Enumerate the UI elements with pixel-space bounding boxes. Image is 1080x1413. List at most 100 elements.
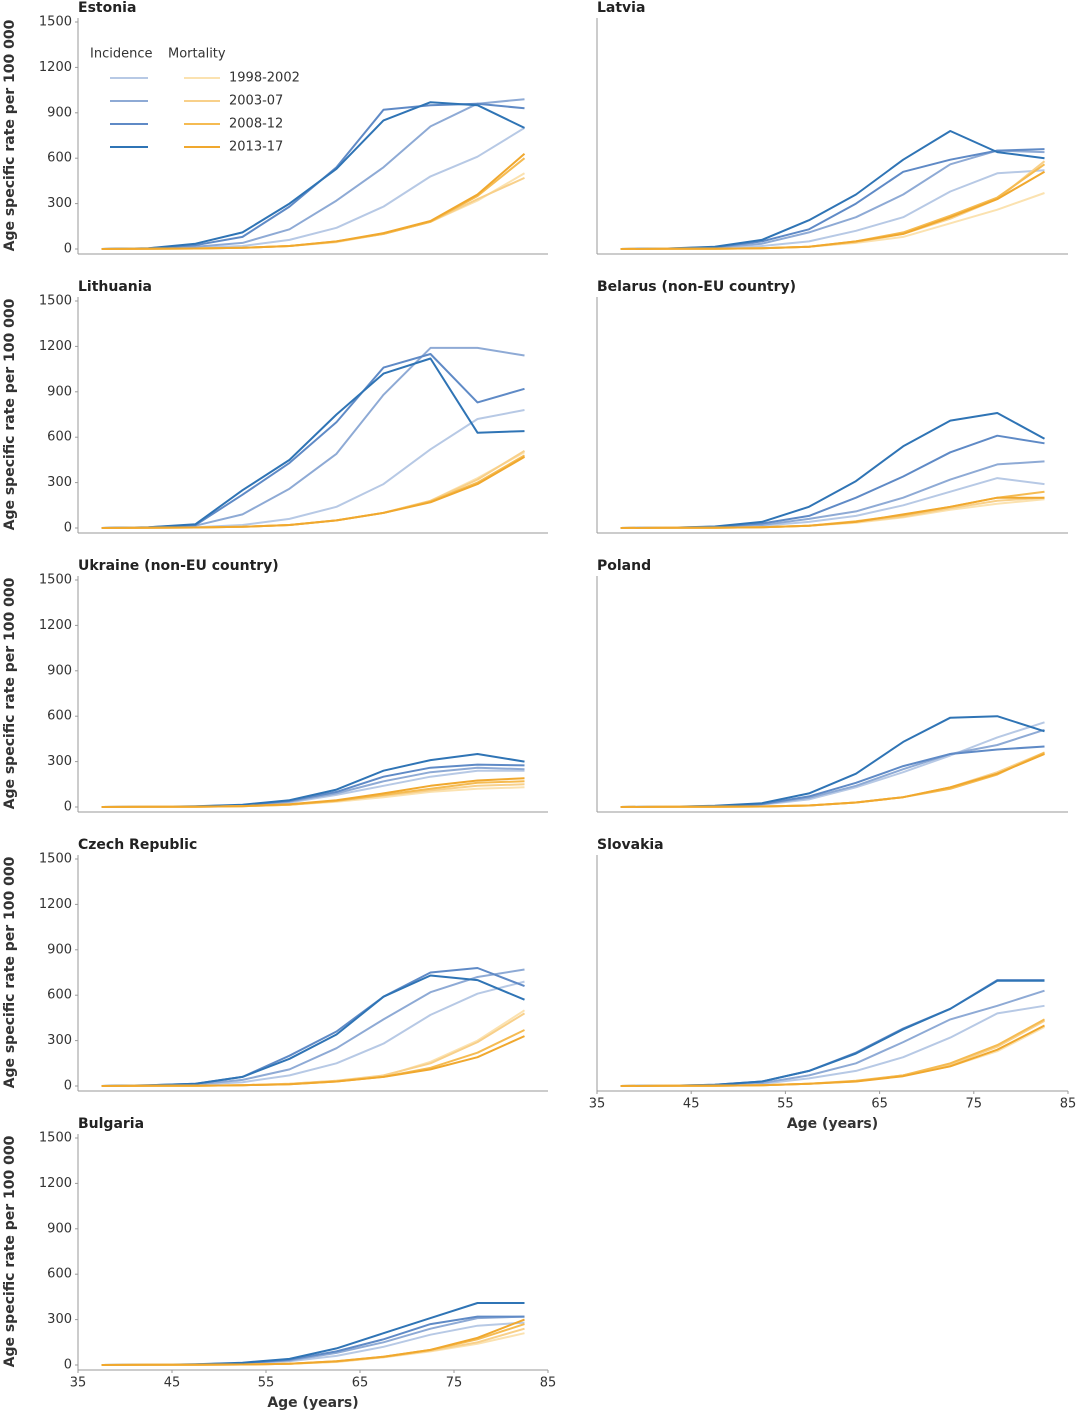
series-line [620,989,1045,1087]
series-line [101,1012,526,1087]
x-tick-label: 35 [589,1097,606,1112]
legend-header: Mortality [168,47,226,62]
y-tick-label: 1500 [39,1131,72,1146]
x-tick-label: 45 [683,1097,700,1112]
legend-label: 2008-12 [229,117,283,132]
series-line [101,777,525,808]
panel-title: Poland [597,558,651,574]
x-tick-label: 65 [352,1376,369,1391]
legend-label: 1998-2002 [229,71,300,86]
series-line [101,1009,526,1087]
y-tick-label: 0 [64,1079,72,1094]
y-tick-label: 600 [47,151,72,166]
y-tick-label: 300 [47,475,72,490]
y-tick-label: 1200 [39,897,72,912]
series-line [620,721,1045,808]
y-tick-label: 300 [47,754,72,769]
series-line [101,172,526,250]
y-axis-label: Age specific rate per 100 000 [2,19,18,251]
y-axis-label: Age specific rate per 100 000 [2,298,18,530]
y-tick-label: 0 [64,1358,72,1373]
x-axis-label: Age (years) [787,1116,878,1132]
x-axis-label: Age (years) [267,1395,358,1411]
y-tick-label: 0 [64,800,72,815]
y-tick-label: 1500 [39,15,72,30]
y-tick-label: 600 [47,430,72,445]
series-line [620,148,1045,250]
series-line [101,98,525,250]
series-line [101,101,525,250]
panel-title: Estonia [78,0,136,16]
y-axis-label: Age specific rate per 100 000 [2,577,18,809]
series-line [101,980,525,1087]
series-line [101,176,525,250]
panel-title: Slovakia [597,837,664,853]
y-tick-label: 600 [47,988,72,1003]
series-line [620,490,1045,529]
y-tick-label: 1500 [39,573,72,588]
panel-title: Bulgaria [78,1116,144,1132]
panel-title: Ukraine (non-EU country) [78,558,279,574]
series-line [620,1020,1045,1087]
legend-label: 2013-17 [229,140,283,155]
series-line [620,1024,1045,1087]
legend-header: Incidence [90,47,152,62]
series-line [101,1318,525,1366]
series-line [101,974,525,1087]
x-tick-label: 75 [446,1376,463,1391]
x-tick-label: 75 [966,1097,983,1112]
x-tick-label: 65 [871,1097,888,1112]
series-line [620,149,1045,250]
y-axis-label: Age specific rate per 100 000 [2,1135,18,1367]
y-tick-label: 0 [64,521,72,536]
series-line [620,1004,1045,1087]
series-line [101,409,525,529]
x-tick-label: 85 [540,1376,557,1391]
y-tick-label: 1200 [39,618,72,633]
series-line [101,102,525,250]
series-line [620,751,1045,808]
y-tick-label: 900 [47,384,72,399]
legend-label: 2003-07 [229,94,283,109]
y-tick-label: 900 [47,105,72,120]
series-line [620,728,1045,808]
series-line [101,357,525,529]
series-line [101,152,526,250]
panel-title: Latvia [597,0,645,16]
series-line [101,353,525,529]
y-tick-label: 1200 [39,339,72,354]
x-tick-label: 55 [258,1376,275,1391]
panel-title: Czech Republic [78,837,197,853]
y-tick-label: 1200 [39,60,72,75]
series-line [620,170,1046,250]
y-tick-label: 900 [47,1221,72,1236]
y-tick-label: 600 [47,1267,72,1282]
y-tick-label: 1200 [39,1176,72,1191]
x-tick-label: 45 [164,1376,181,1391]
y-tick-label: 0 [64,242,72,257]
series-line [620,753,1045,808]
series-line [101,1332,525,1366]
series-line [101,1035,525,1087]
y-tick-label: 300 [47,196,72,211]
y-tick-label: 1500 [39,852,72,867]
series-line [620,496,1045,529]
y-tick-label: 300 [47,1312,72,1327]
series-line [101,454,526,529]
x-tick-label: 35 [70,1376,87,1391]
series-line [101,967,525,1087]
y-tick-label: 600 [47,709,72,724]
x-tick-label: 55 [777,1097,794,1112]
series-line [101,127,526,250]
x-tick-label: 85 [1060,1097,1077,1112]
series-line [620,130,1045,250]
y-tick-label: 1500 [39,294,72,309]
y-tick-label: 300 [47,1033,72,1048]
series-line [620,169,1045,250]
panel-title: Belarus (non-EU country) [597,279,796,295]
panel-title: Lithuania [78,279,152,295]
y-tick-label: 900 [47,663,72,678]
y-axis-label: Age specific rate per 100 000 [2,856,18,1088]
series-line [620,192,1045,250]
